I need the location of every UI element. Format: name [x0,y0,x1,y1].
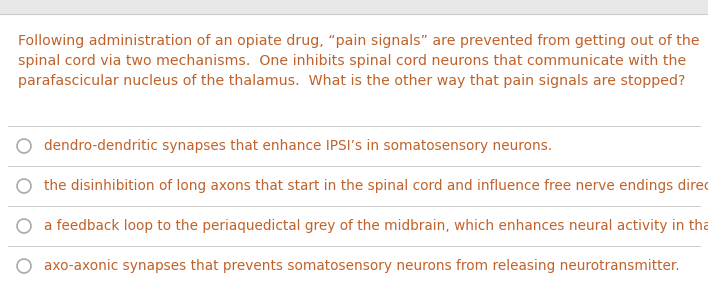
Text: spinal cord via two mechanisms.  One inhibits spinal cord neurons that communica: spinal cord via two mechanisms. One inhi… [18,54,686,68]
Text: dendro-dendritic synapses that enhance IPSI’s in somatosensory neurons.: dendro-dendritic synapses that enhance I… [44,139,552,153]
Text: axo-axonic synapses that prevents somatosensory neurons from releasing neurotran: axo-axonic synapses that prevents somato… [44,259,680,273]
Text: the disinhibition of long axons that start in the spinal cord and influence free: the disinhibition of long axons that sta… [44,179,708,193]
Bar [0,0,708,14]
Text: a feedback loop to the periaquedictal grey of the midbrain, which enhances neura: a feedback loop to the periaquedictal gr… [44,219,708,233]
Text: Following administration of an opiate drug, “pain signals” are prevented from ge: Following administration of an opiate dr… [18,34,700,48]
Text: parafascicular nucleus of the thalamus.  What is the other way that pain signals: parafascicular nucleus of the thalamus. … [18,74,685,88]
